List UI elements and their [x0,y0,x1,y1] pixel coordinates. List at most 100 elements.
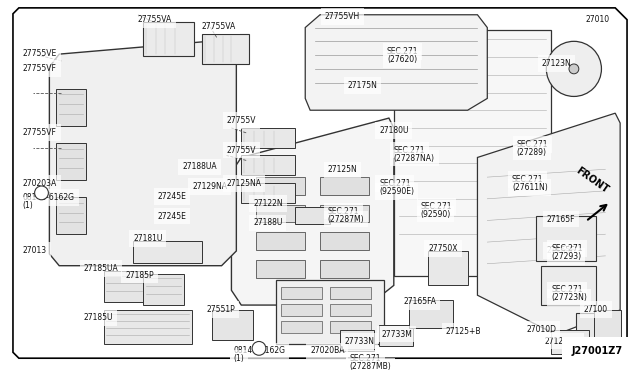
Text: 27165F: 27165F [547,215,575,224]
Bar [276,280,384,344]
Bar [280,321,322,333]
Text: 27755VF: 27755VF [23,64,57,73]
Text: 27125+A: 27125+A [545,337,580,346]
Bar [143,22,194,56]
Text: J27001Z7: J27001Z7 [572,346,623,356]
Text: 27755VA: 27755VA [138,15,172,24]
Text: (27293): (27293) [551,252,581,261]
Text: FRONT: FRONT [573,165,610,195]
Polygon shape [232,118,394,305]
Text: 27020BA: 27020BA [310,346,345,355]
Bar [104,310,192,344]
Text: 270203A: 270203A [23,179,57,188]
Bar [104,270,145,302]
Bar [330,321,371,333]
Text: (92590): (92590) [420,209,451,219]
Bar [56,89,86,126]
Text: SEC.271: SEC.271 [512,175,543,184]
Text: 27755V: 27755V [227,116,256,125]
Text: 27123N: 27123N [541,59,571,68]
Bar [551,330,589,354]
Text: 27180U: 27180U [379,126,408,135]
Bar [408,300,453,328]
Text: 27755VH: 27755VH [325,12,360,21]
Text: (27287MB): (27287MB) [349,362,391,371]
Polygon shape [49,39,236,266]
Text: SEC.271: SEC.271 [420,202,452,211]
Text: (1): (1) [23,201,33,210]
Text: (27287M): (27287M) [328,215,365,224]
Bar [56,197,86,234]
Text: B: B [257,346,261,351]
Text: 27188UA: 27188UA [182,162,217,171]
Bar [320,205,369,222]
Text: SEC.271: SEC.271 [517,140,548,149]
Bar [212,310,253,340]
Text: 27165F: 27165F [547,246,575,255]
Text: 27750X: 27750X [428,244,458,253]
Text: 27181U: 27181U [133,234,163,243]
Bar [280,287,322,299]
Text: 27122N: 27122N [253,199,283,208]
Text: (27620): (27620) [387,55,417,64]
Bar [256,260,305,278]
Bar [394,29,551,276]
Text: SEC.271: SEC.271 [394,146,426,155]
Bar [256,232,305,250]
Bar [536,217,596,261]
Text: 08146-6162G: 08146-6162G [23,193,75,202]
Bar [241,155,296,175]
Polygon shape [477,113,620,334]
Bar [202,35,249,64]
Text: 27185UA: 27185UA [84,264,118,273]
Bar [330,304,371,316]
Bar [256,205,305,222]
Circle shape [547,41,602,96]
Text: 27125NA: 27125NA [227,179,262,188]
Bar [280,304,322,316]
Text: 27185U: 27185U [84,313,113,322]
Text: SEC.271: SEC.271 [349,354,381,363]
Text: 27010: 27010 [586,15,610,24]
Bar [241,128,296,148]
Bar [320,260,369,278]
Text: 27188U: 27188U [253,218,282,227]
Bar [56,143,86,180]
Bar [428,251,468,285]
Bar [330,287,371,299]
Circle shape [569,64,579,74]
Bar [541,266,596,305]
Polygon shape [305,15,487,110]
Text: 27185P: 27185P [125,270,154,280]
Text: (27287NA): (27287NA) [394,154,435,163]
Circle shape [252,341,266,355]
Text: 27245E: 27245E [157,192,186,201]
Text: (92590E): (92590E) [379,187,414,196]
Text: (1): (1) [234,354,244,363]
Text: 27755VF: 27755VF [23,128,57,137]
Text: 08146-6162G: 08146-6162G [234,346,285,355]
Text: 27175N: 27175N [348,81,378,90]
Text: 27010D: 27010D [527,325,557,334]
Text: SEC.271: SEC.271 [379,179,410,188]
Text: 27733M: 27733M [381,330,412,339]
Text: (27723N): (27723N) [551,293,587,302]
Bar [296,207,330,224]
Bar [320,177,369,195]
Text: SEC.271: SEC.271 [387,47,419,56]
Text: SEC.271: SEC.271 [328,207,360,216]
Text: 27755V: 27755V [227,146,256,155]
Text: 27125N: 27125N [328,165,358,174]
Text: B: B [40,190,44,195]
Text: 27245E: 27245E [157,212,186,221]
Bar [576,313,613,343]
Text: 27100: 27100 [584,305,608,314]
Bar [256,177,305,195]
Bar [241,183,296,203]
Bar [320,232,369,250]
Text: 27551P: 27551P [207,305,236,314]
Bar [133,241,202,263]
Text: (27611N): (27611N) [512,183,548,192]
Text: 27125+B: 27125+B [446,327,481,336]
Text: 27755VA: 27755VA [202,22,236,31]
